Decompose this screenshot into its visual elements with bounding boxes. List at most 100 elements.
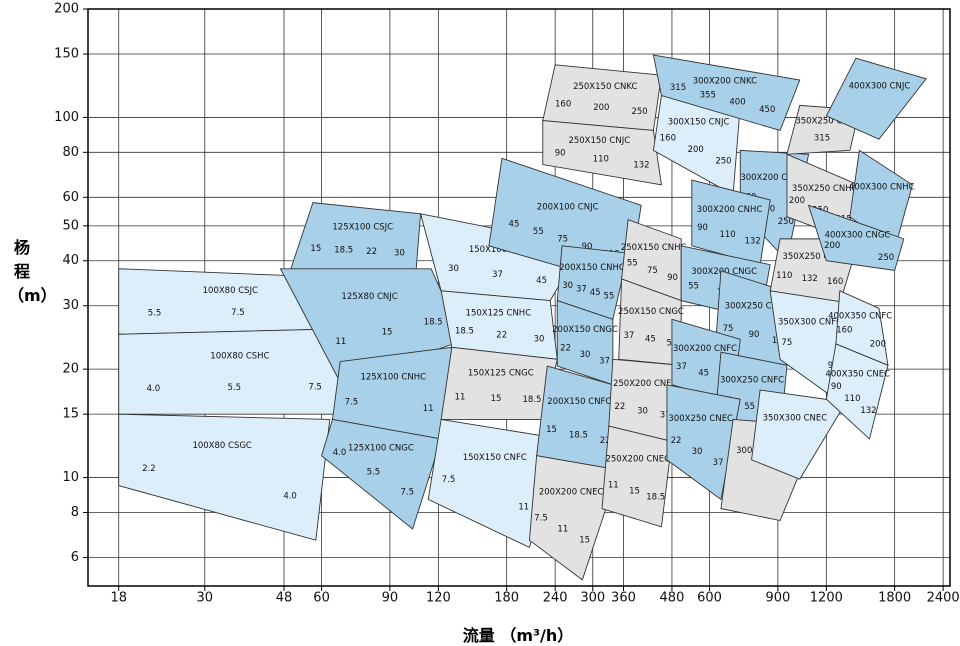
rating-label: 200 [593, 103, 609, 113]
rating-label: 132 [744, 237, 760, 247]
rating-label: 75 [557, 235, 568, 245]
rating-label: 110 [776, 271, 792, 281]
rating-label: 75 [781, 338, 792, 348]
x-tick-label: 48 [276, 591, 293, 606]
rating-label: 355 [700, 90, 716, 100]
rating-label: 15 [629, 486, 640, 496]
rating-label: 30 [637, 406, 648, 416]
x-tick-label: 60 [313, 591, 330, 606]
region-name: 250X150 CNGC [618, 307, 684, 317]
rating-label: 11 [455, 392, 466, 402]
y-tick-label: 30 [62, 298, 79, 313]
rating-label: 160 [555, 100, 571, 110]
rating-label: 250 [778, 217, 794, 227]
region [321, 418, 442, 530]
rating-label: 37 [623, 331, 634, 341]
x-tick-label: 2400 [927, 591, 960, 606]
rating-label: 55 [603, 291, 614, 301]
rating-label: 400 [729, 98, 745, 108]
rating-label: 11 [518, 502, 529, 512]
rating-label: 45 [536, 276, 547, 286]
rating-label: 90 [749, 330, 760, 340]
y-tick-label: 150 [54, 46, 79, 61]
y-tick-label: 100 [54, 110, 79, 125]
rating-label: 18.5 [424, 317, 443, 327]
x-tick-label: 180 [494, 591, 519, 606]
rating-label: 7.5 [400, 487, 414, 497]
rating-label: 2.2 [142, 464, 156, 474]
region-name: 350X300 CNEC [763, 414, 828, 424]
x-tick-label: 480 [660, 591, 685, 606]
region-name: 200X150 CNHC [559, 263, 625, 273]
rating-label: 250 [631, 107, 647, 117]
rating-label: 90 [555, 149, 566, 159]
rating-label: 45 [645, 335, 656, 345]
rating-label: 7.5 [308, 382, 322, 392]
region-name: 125X100 CSJC [332, 223, 393, 233]
y-axis-label: 杨程（m） [8, 238, 57, 305]
y-tick-label: 15 [62, 407, 79, 422]
region-name: 300X250 CNFC [720, 375, 784, 385]
rating-label: 15 [546, 425, 557, 435]
rating-label: 45 [590, 288, 601, 298]
region-name: 350X300 CNFC [778, 318, 842, 328]
rating-label: 37 [660, 411, 671, 421]
region-name: 150X100 CNJC [469, 245, 531, 255]
rating-label: 30 [692, 447, 703, 457]
rating-label: 37 [492, 270, 503, 280]
region-name: 400X300 CNHC [849, 183, 915, 193]
rating-label: 4.0 [333, 448, 347, 458]
rating-label: 90 [697, 223, 708, 233]
region-name: 350X250 CNGC [782, 252, 848, 262]
rating-label: 15 [382, 327, 393, 337]
region-name: 400X350 CNEC [825, 369, 890, 379]
rating-label: 22 [366, 247, 377, 257]
region [825, 343, 889, 440]
rating-label: 30 [580, 350, 591, 360]
plot-frame [87, 8, 951, 587]
rating-label: 90 [667, 273, 678, 283]
region [666, 384, 741, 501]
rating-label: 30 [448, 264, 459, 274]
rating-label: 37 [599, 357, 610, 367]
rating-label: 37 [713, 458, 724, 468]
rating-label: 22 [496, 330, 507, 340]
region [542, 120, 662, 186]
region-name: 250X150 CNHC [621, 243, 687, 253]
rating-label: 55 [688, 281, 699, 291]
rating-label: 22 [671, 436, 682, 446]
rating-label: 15 [491, 394, 502, 404]
x-tick-label: 600 [697, 591, 722, 606]
rating-label: 11 [423, 404, 434, 414]
rating-label: 30 [534, 334, 545, 344]
region-name: 150X125 CNHC [466, 308, 532, 318]
region-name: 150X150 CNFC [463, 453, 527, 463]
rating-label: 11 [608, 480, 619, 490]
rating-label: 315 [814, 134, 830, 144]
x-tick-label: 120 [426, 591, 451, 606]
region-name: 350X250 CNHC [792, 184, 858, 194]
y-tick-label: 10 [62, 470, 79, 485]
rating-label: 22 [614, 402, 625, 412]
region-name: 250X200 CNFC [613, 379, 677, 389]
rating-label: 15 [579, 535, 590, 545]
rating-label: 200 [824, 241, 840, 251]
region-name: 200X200 CNEC [539, 487, 604, 497]
region-name: 125X100 CNGC [348, 444, 414, 454]
region [825, 57, 927, 140]
y-tick-label: 80 [62, 145, 79, 160]
y-tick-label: 40 [62, 253, 79, 268]
rating-label: 132 [633, 160, 649, 170]
rating-label: 132 [860, 406, 876, 416]
region-name: 400X350 CNFC [828, 312, 892, 322]
rating-label: 18.5 [334, 246, 353, 256]
x-tick-label: 300 [580, 591, 605, 606]
region-name: 400X300 CNJC [849, 82, 911, 92]
region-name: 100X80 CSGC [192, 441, 251, 451]
region [290, 202, 422, 274]
region-name: 250X150 CNJC [568, 136, 630, 146]
rating-label: 7.5 [231, 308, 245, 318]
region [427, 418, 563, 549]
region-name: 100X80 CSJC [203, 286, 258, 296]
